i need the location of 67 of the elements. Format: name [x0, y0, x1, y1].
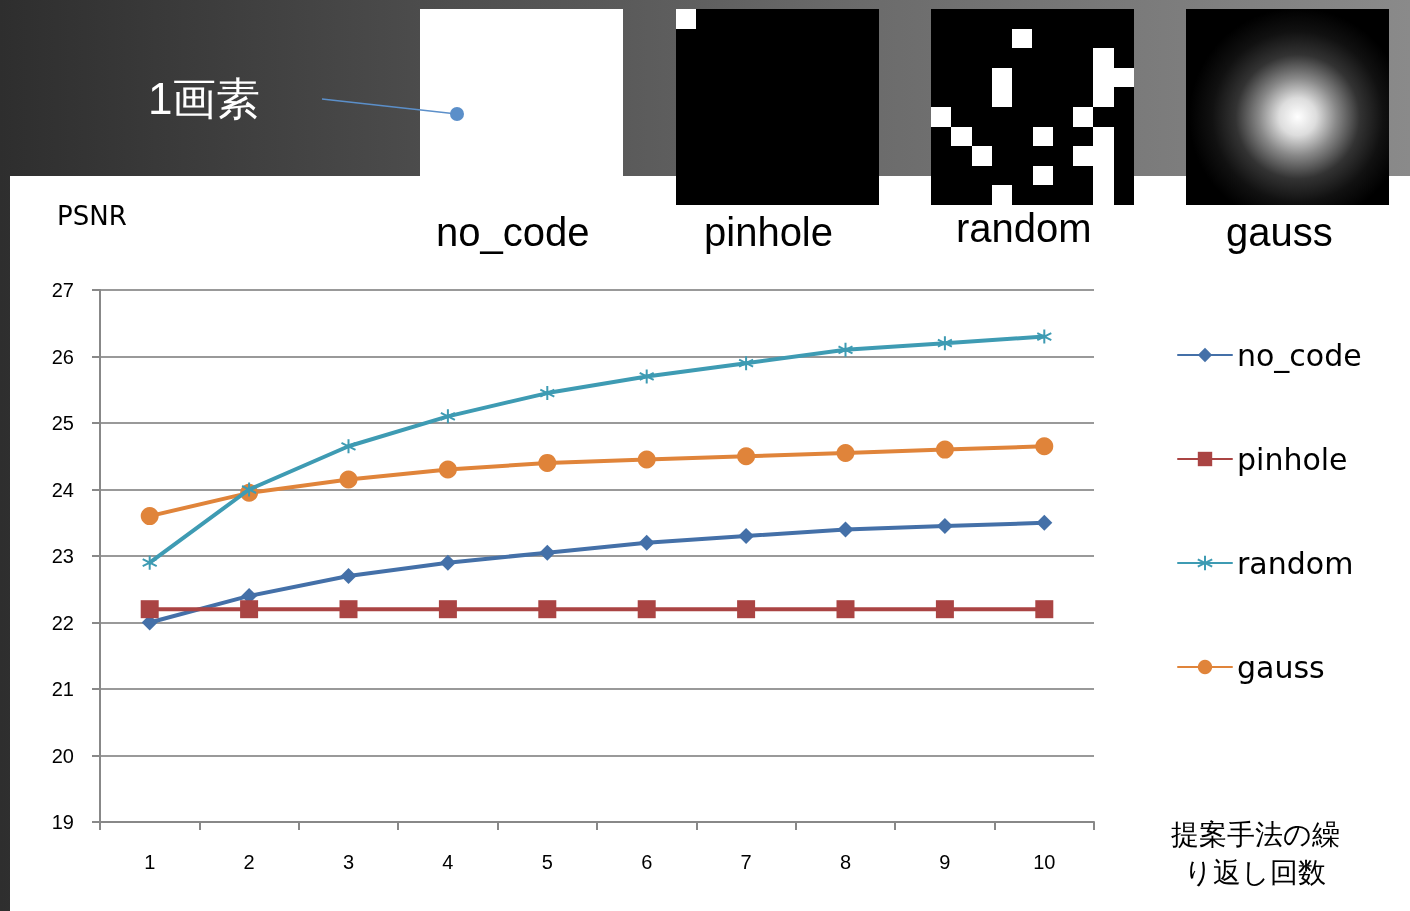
y-tick-label: 22: [51, 611, 74, 634]
point: [836, 443, 855, 462]
point: [339, 470, 358, 489]
x-tick-label: 7: [740, 851, 752, 873]
point: [340, 438, 357, 455]
text: no_code: [436, 210, 590, 255]
y-tick-label: 26: [51, 345, 74, 368]
point: [241, 481, 258, 498]
x-tick-label: 9: [939, 851, 951, 873]
point: [637, 600, 656, 619]
y-axis-title: PSNR: [57, 201, 127, 231]
point: [538, 453, 557, 472]
point: [936, 335, 953, 352]
y-tick-label: 19: [51, 811, 74, 833]
point: [140, 600, 159, 619]
legend-label: gauss: [1237, 649, 1325, 685]
text: random: [956, 206, 1092, 251]
legend-label: random: [1237, 545, 1354, 581]
point: [935, 600, 954, 619]
y-tick-label: 20: [51, 744, 74, 767]
point: [738, 528, 755, 545]
y-tick-label: 21: [51, 678, 74, 700]
point: [1036, 328, 1053, 345]
point: [340, 567, 357, 584]
text: 1画素: [148, 73, 261, 125]
point: [439, 408, 456, 425]
point: [339, 600, 358, 619]
point: [837, 521, 854, 538]
point: [438, 460, 457, 479]
y-tick-label: 27: [51, 279, 74, 301]
point: [438, 600, 457, 619]
point: [240, 600, 259, 619]
point: [737, 600, 756, 619]
text: gauss: [1226, 210, 1333, 255]
x-tick-label: 1: [144, 851, 156, 873]
y-tick-label: 23: [51, 545, 74, 567]
y-tick-label: 24: [51, 478, 74, 501]
y-tick-label: 25: [51, 412, 74, 434]
point: [638, 534, 655, 551]
x-tick-label: 5: [541, 851, 553, 873]
x-tick-label: 3: [342, 851, 355, 873]
point: [837, 341, 854, 358]
point: [539, 544, 556, 561]
point: [936, 518, 953, 535]
x-tick-label: 4: [442, 851, 454, 873]
x-tick-label: 8: [839, 851, 852, 873]
point: [738, 355, 755, 372]
point: [637, 450, 656, 469]
x-axis-title: 提案手法の繰り返し回数: [1170, 818, 1340, 888]
point: [1035, 600, 1054, 619]
point: [141, 554, 158, 571]
point: [638, 368, 655, 385]
point: [836, 600, 855, 619]
point: [539, 385, 556, 402]
legend-label: pinhole: [1237, 441, 1348, 477]
point: [935, 440, 954, 459]
point: [140, 507, 159, 526]
text: pinhole: [704, 210, 834, 255]
legend-label: no_code: [1237, 337, 1362, 373]
point: [737, 447, 756, 466]
point: [439, 554, 456, 571]
x-tick-label: 6: [641, 851, 653, 873]
x-tick-label: 10: [1033, 851, 1056, 873]
point: [538, 600, 557, 619]
point: [1035, 437, 1054, 456]
point: [1036, 514, 1053, 531]
x-tick-label: 2: [243, 851, 255, 873]
